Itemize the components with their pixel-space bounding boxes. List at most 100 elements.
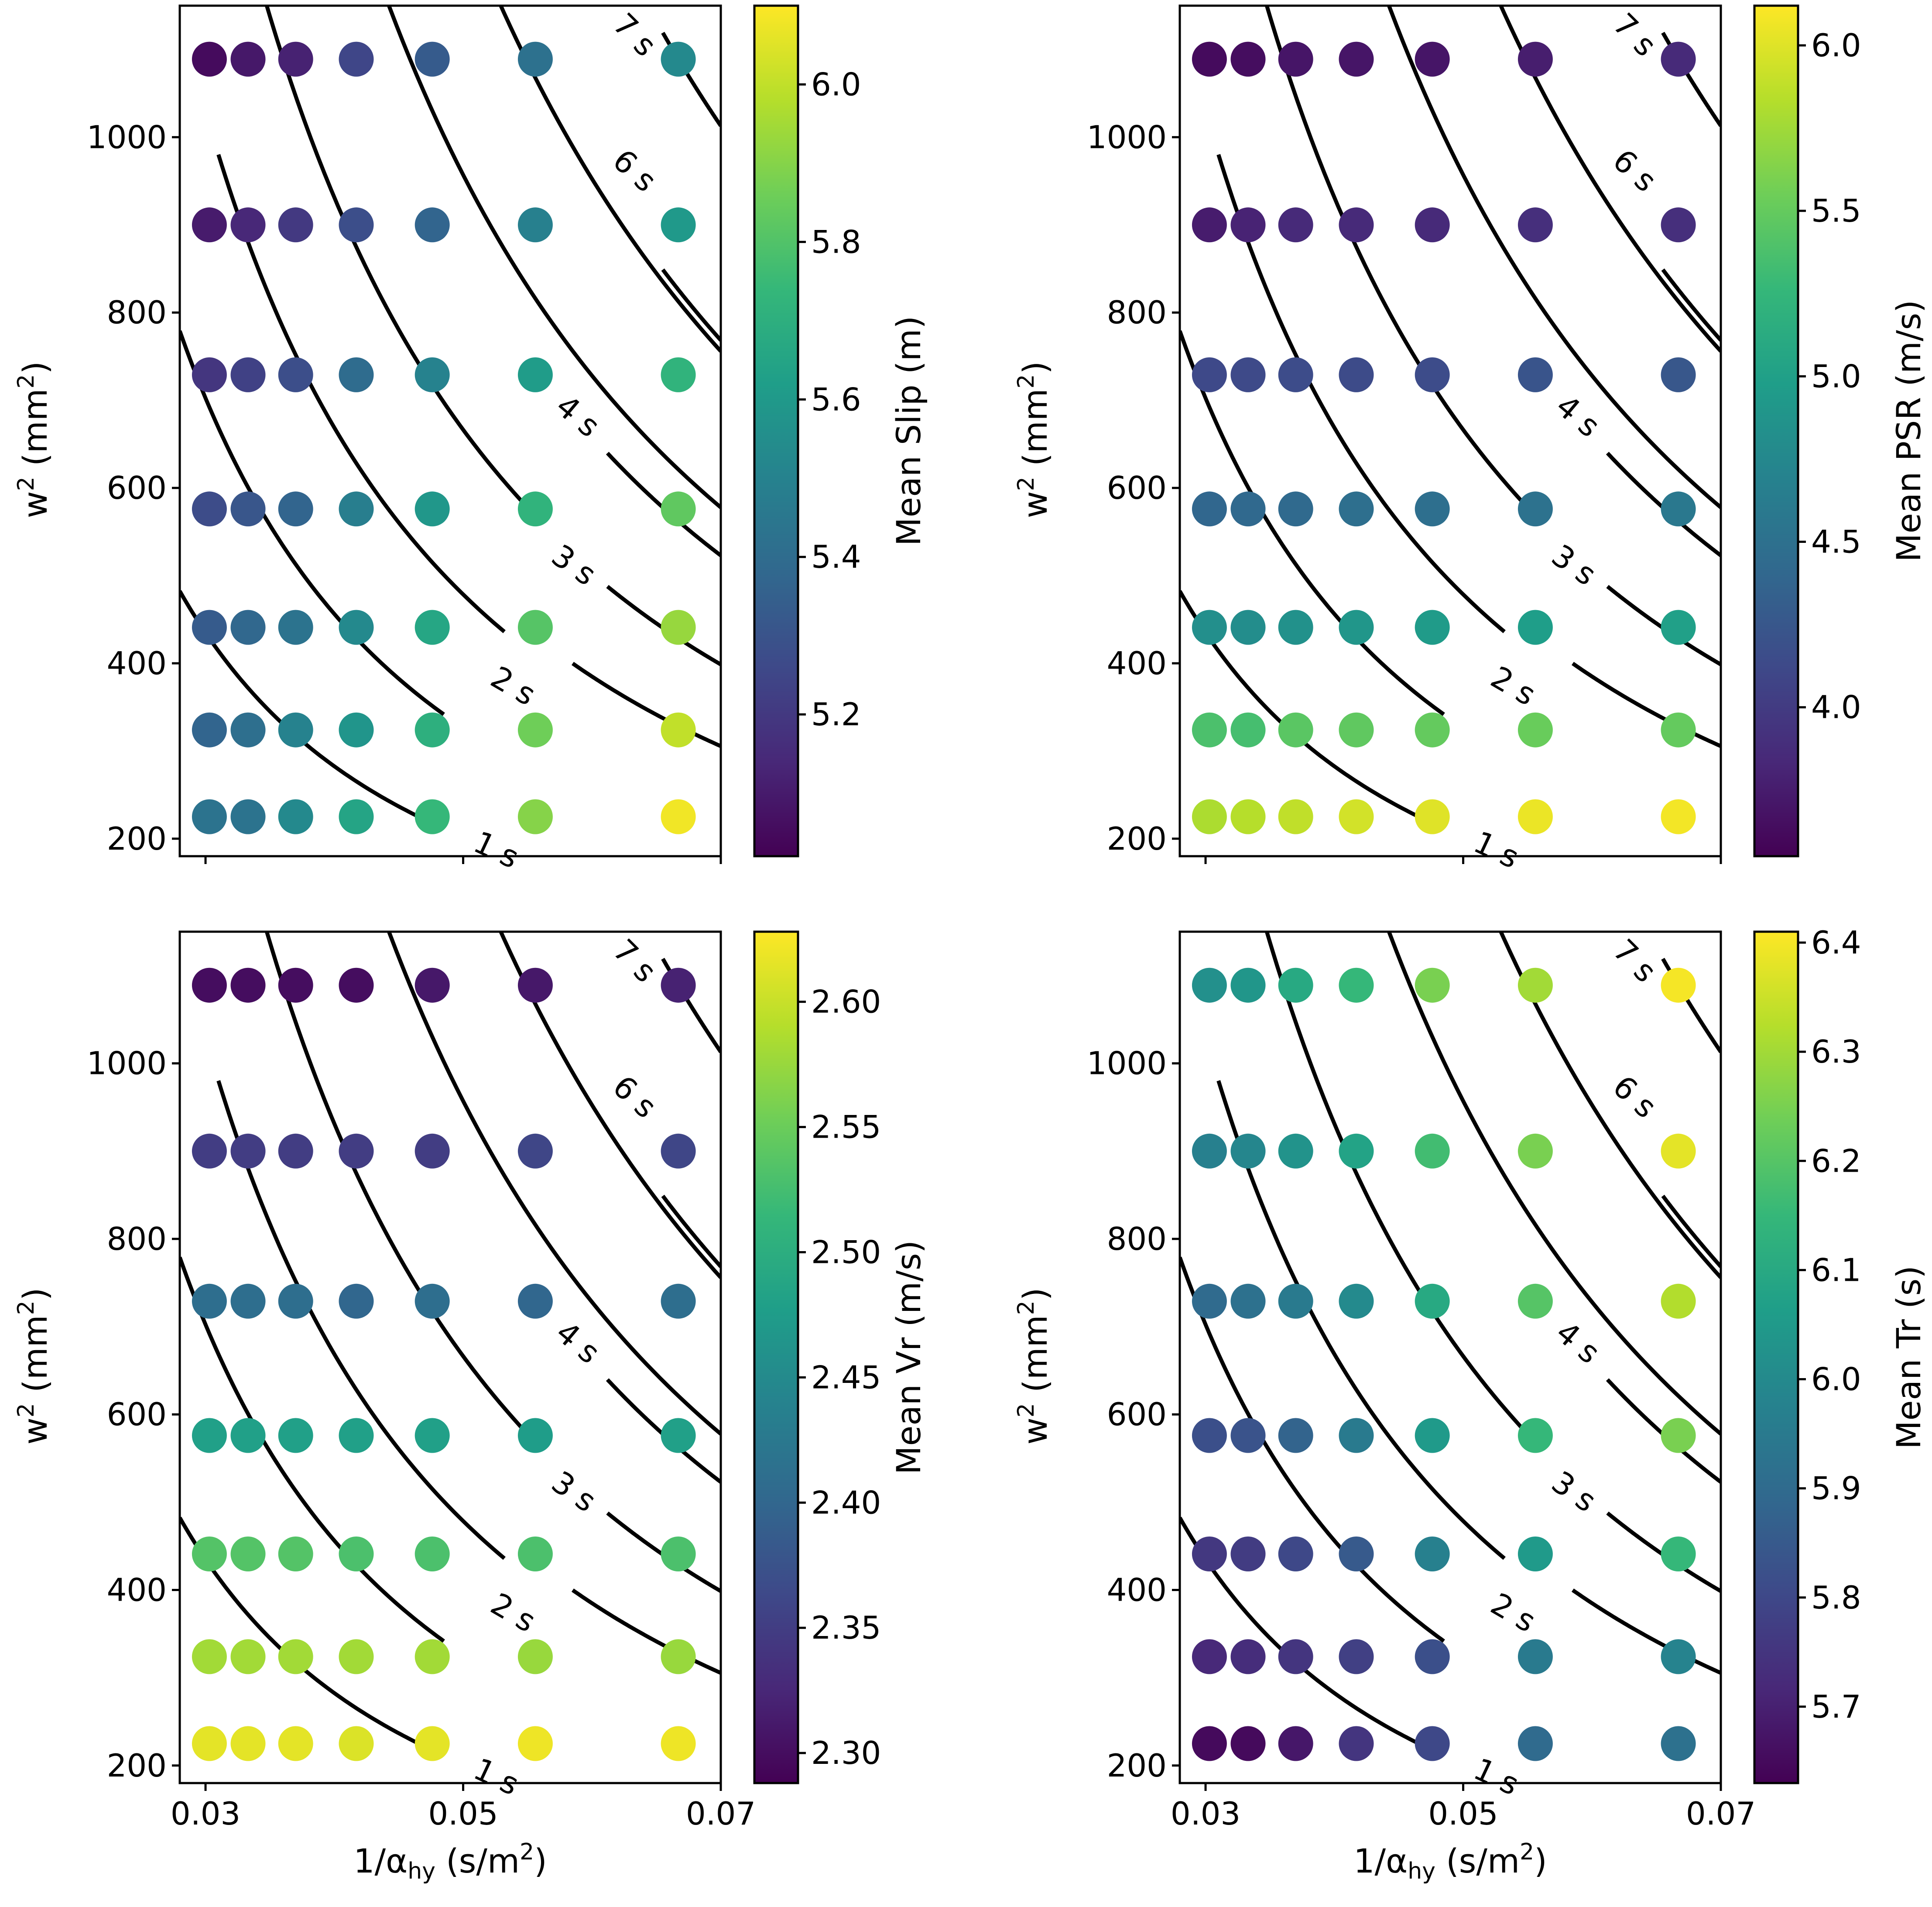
contour-line <box>1180 1256 1445 1643</box>
scatter-point <box>1278 1133 1313 1169</box>
contour-line-tail <box>1661 1194 1721 1268</box>
scatter-point <box>1661 712 1696 748</box>
scatter-point <box>1230 1133 1266 1169</box>
x-axis-title: 1/αhy (s/m2) <box>1353 1839 1547 1884</box>
scatter-point <box>1339 357 1374 392</box>
y-axis-title-units-sup: 2 <box>13 1300 39 1315</box>
contour-label: 2 s <box>1485 1586 1541 1639</box>
colorbar-tick-label: 5.0 <box>1811 358 1861 394</box>
scatter-point <box>1518 799 1553 834</box>
y-axis-title: w2 (mm2) <box>1013 361 1055 518</box>
scatter-point <box>1192 357 1227 392</box>
colorbar-gradient <box>1754 6 1798 856</box>
scatter-point <box>1278 1283 1313 1319</box>
scatter-point <box>1339 1639 1374 1674</box>
scatter-point <box>230 799 266 834</box>
contour-label: 7 s <box>1606 6 1663 63</box>
y-axis-title-end: ) <box>16 361 55 374</box>
scatter-point <box>339 1537 374 1571</box>
scatter-point <box>192 41 227 77</box>
scatter-point <box>1415 1283 1450 1319</box>
scatter-point <box>339 1726 374 1761</box>
contour-label: 1 s <box>468 1751 524 1802</box>
scatter-point <box>1339 799 1374 834</box>
scatter-point <box>1518 1283 1553 1319</box>
y-axis-title-end: ) <box>1016 361 1055 374</box>
scatter-point <box>661 1283 696 1319</box>
scatter-point <box>1339 1537 1374 1571</box>
scatter-point <box>339 1283 374 1319</box>
contour-line-tail <box>1571 662 1721 748</box>
contour-line <box>1387 932 1721 1436</box>
colorbar-label: Mean Slip (m) <box>889 316 928 546</box>
axes-frame <box>178 4 722 857</box>
scatter-point <box>1230 712 1266 748</box>
x-tick-label: 0.05 <box>428 1795 498 1832</box>
scatter-point <box>1661 491 1696 527</box>
scatter-point <box>1518 1418 1553 1453</box>
scatter-point <box>278 1283 313 1319</box>
scatter-point <box>192 799 227 834</box>
y-axis-title-main: w <box>1016 491 1055 518</box>
scatter-point <box>278 1418 313 1453</box>
y-axis-title-units: (mm <box>16 1315 55 1403</box>
scatter-point <box>1661 1726 1696 1761</box>
y-tick-label: 200 <box>1107 820 1167 857</box>
contour-label: 2 s <box>485 1586 541 1639</box>
y-axis-title-units: (mm <box>16 388 55 477</box>
x-axis-title-sub: hy <box>408 1858 435 1884</box>
scatter-point <box>1661 610 1696 645</box>
contour-line <box>1387 6 1721 509</box>
scatter-point <box>1415 610 1450 645</box>
scatter-point <box>414 799 450 834</box>
axes-frame <box>1178 930 1722 1784</box>
scatter-point <box>1192 799 1227 834</box>
scatter-point <box>278 1133 313 1169</box>
colorbar-frame <box>1753 4 1799 857</box>
scatter-point <box>517 41 553 77</box>
scatter-point <box>1192 1537 1227 1571</box>
scatter-point <box>661 1537 696 1571</box>
contour-label: 1 s <box>1468 824 1524 875</box>
scatter-point <box>1278 1418 1313 1453</box>
y-axis-title-sup: 2 <box>13 477 39 491</box>
scatter-point <box>1518 41 1553 77</box>
colorbar-tick-label: 2.55 <box>811 1109 881 1146</box>
colorbar: 2.30 2.35 2.40 2.45 2.50 2.55 2.60 Mean Vr (m/s… <box>753 930 928 1784</box>
contour-label: 6 s <box>606 1068 664 1125</box>
scatter-point <box>1415 41 1450 77</box>
scatter-point <box>278 357 313 392</box>
y-axis-title-units: (mm <box>1016 388 1055 477</box>
scatter-point <box>1661 41 1696 77</box>
y-axis-title-end: ) <box>1016 1288 1055 1301</box>
scatter-point <box>1339 41 1374 77</box>
colorbar: 5.7 5.8 5.9 6.0 6.1 6.2 6.3 6.4 Mean Tr (s) <box>1753 924 1928 1784</box>
contour-label: 4 s <box>549 388 607 444</box>
x-axis-title-sup: 2 <box>1520 1839 1534 1865</box>
y-axis-title-main: w <box>16 1417 55 1444</box>
contour-line <box>1498 6 1721 353</box>
scatter-point <box>278 1537 313 1571</box>
colorbar-label: Mean Tr (s) <box>1889 1266 1928 1449</box>
scatter-point <box>1661 1418 1696 1453</box>
contour-label: 1 s <box>1468 1751 1524 1802</box>
colorbar-tick-label: 2.50 <box>811 1234 881 1270</box>
scatter-point <box>1661 799 1696 834</box>
scatter-point <box>1339 712 1374 748</box>
scatter-point <box>1192 1726 1227 1761</box>
colorbar-tick-label: 6.3 <box>1811 1033 1861 1070</box>
contour-line <box>1264 932 1536 1443</box>
scatter-point <box>1278 712 1313 748</box>
scatter-point <box>1661 357 1696 392</box>
contour-label: 7 s <box>606 932 663 989</box>
contour-label: 7 s <box>1606 932 1663 989</box>
colorbar-tick-label: 5.4 <box>811 538 861 575</box>
scatter-point <box>278 799 313 834</box>
scatter-point <box>1415 357 1450 392</box>
scatter-point <box>230 967 266 1003</box>
contour-line <box>1216 154 1506 634</box>
scatter-point <box>1339 967 1374 1003</box>
y-tick-label: 1000 <box>1087 119 1167 155</box>
